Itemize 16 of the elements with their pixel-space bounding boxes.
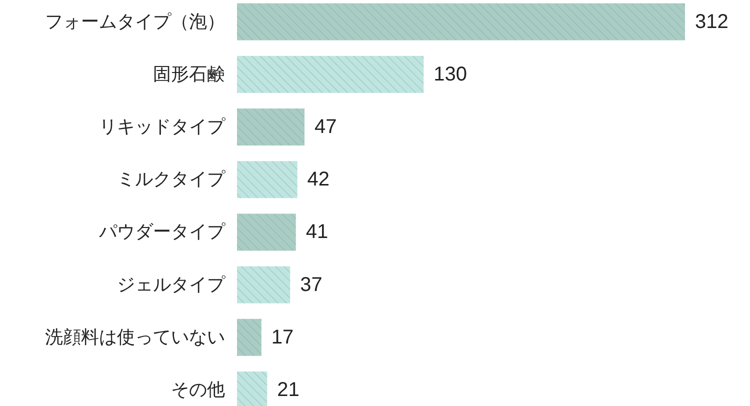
y-tick-label: パウダータイプ bbox=[98, 222, 226, 243]
data-label: 42 bbox=[307, 168, 330, 191]
y-tick-label: 固形石鹸 bbox=[153, 64, 225, 85]
y-tick-label: ジェルタイプ bbox=[117, 274, 226, 296]
data-label: 21 bbox=[277, 379, 300, 401]
data-label: 312 bbox=[695, 10, 728, 33]
data-label: 37 bbox=[300, 274, 322, 296]
y-tick-label: ミルクタイプ bbox=[117, 169, 226, 190]
y-tick-label: その他 bbox=[171, 380, 225, 400]
y-tick-label: リキッドタイプ bbox=[99, 116, 226, 138]
data-label: 41 bbox=[306, 221, 328, 244]
y-tick-label: 洗顔料は使っていない bbox=[45, 326, 225, 348]
data-label: 17 bbox=[271, 326, 294, 348]
data-label: 130 bbox=[434, 63, 468, 86]
y-tick-label: フォームタイプ（泡） bbox=[45, 11, 225, 32]
data-label: 47 bbox=[314, 116, 337, 138]
